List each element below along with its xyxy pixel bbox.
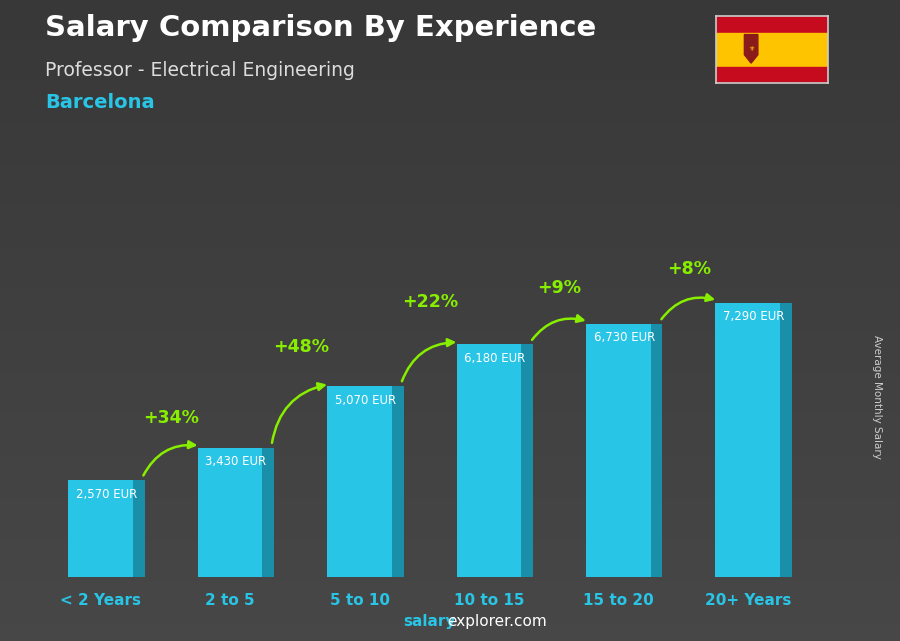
Polygon shape xyxy=(521,344,533,577)
Bar xyxy=(716,303,780,577)
Bar xyxy=(456,344,521,577)
Text: +22%: +22% xyxy=(402,292,458,310)
Bar xyxy=(198,448,263,577)
Text: salary: salary xyxy=(0,640,1,641)
Text: +9%: +9% xyxy=(537,279,581,297)
Text: +8%: +8% xyxy=(667,260,711,278)
Polygon shape xyxy=(780,303,792,577)
Polygon shape xyxy=(263,448,274,577)
Bar xyxy=(328,386,392,577)
Polygon shape xyxy=(133,480,145,577)
Text: Professor - Electrical Engineering: Professor - Electrical Engineering xyxy=(45,61,355,80)
Bar xyxy=(716,16,828,33)
Bar xyxy=(716,67,828,83)
Text: explorer.com: explorer.com xyxy=(0,640,1,641)
Bar xyxy=(68,480,133,577)
Text: 6,180 EUR: 6,180 EUR xyxy=(464,352,526,365)
Text: 3,430 EUR: 3,430 EUR xyxy=(205,455,266,469)
Text: Barcelona: Barcelona xyxy=(45,93,155,112)
Text: ⚜: ⚜ xyxy=(748,46,754,52)
Text: 2,570 EUR: 2,570 EUR xyxy=(76,488,137,501)
Text: +48%: +48% xyxy=(273,338,328,356)
Text: 6,730 EUR: 6,730 EUR xyxy=(594,331,655,344)
Bar xyxy=(586,324,651,577)
Text: +34%: +34% xyxy=(143,409,199,427)
Polygon shape xyxy=(651,324,662,577)
Text: Salary Comparison By Experience: Salary Comparison By Experience xyxy=(45,14,596,42)
Polygon shape xyxy=(392,386,403,577)
Text: 5,070 EUR: 5,070 EUR xyxy=(335,394,396,406)
Text: salaryexplorer.com: salaryexplorer.com xyxy=(0,640,1,641)
Text: explorer.com: explorer.com xyxy=(447,615,547,629)
Text: 7,290 EUR: 7,290 EUR xyxy=(723,310,784,323)
Text: Average Monthly Salary: Average Monthly Salary xyxy=(872,335,883,460)
Text: salary: salary xyxy=(403,615,455,629)
Bar xyxy=(716,33,828,67)
Polygon shape xyxy=(744,35,758,63)
